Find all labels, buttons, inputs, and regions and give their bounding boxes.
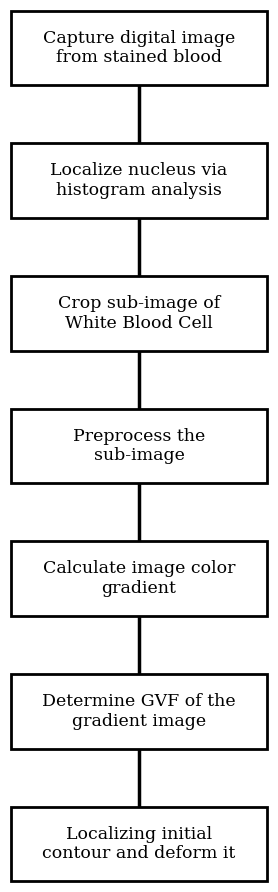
FancyBboxPatch shape: [11, 409, 267, 483]
FancyBboxPatch shape: [11, 674, 267, 748]
Text: Crop sub-image of
White Blood Cell: Crop sub-image of White Blood Cell: [58, 295, 220, 332]
Text: Determine GVF of the
gradient image: Determine GVF of the gradient image: [42, 693, 236, 730]
Text: Calculate image color
gradient: Calculate image color gradient: [43, 560, 235, 597]
Text: Localize nucleus via
histogram analysis: Localize nucleus via histogram analysis: [50, 162, 228, 199]
Text: Preprocess the
sub-image: Preprocess the sub-image: [73, 427, 205, 465]
FancyBboxPatch shape: [11, 541, 267, 616]
FancyBboxPatch shape: [11, 144, 267, 218]
Text: Localizing initial
contour and deform it: Localizing initial contour and deform it: [42, 826, 236, 863]
FancyBboxPatch shape: [11, 11, 267, 86]
FancyBboxPatch shape: [11, 276, 267, 351]
Text: Capture digital image
from stained blood: Capture digital image from stained blood: [43, 29, 235, 66]
FancyBboxPatch shape: [11, 806, 267, 881]
